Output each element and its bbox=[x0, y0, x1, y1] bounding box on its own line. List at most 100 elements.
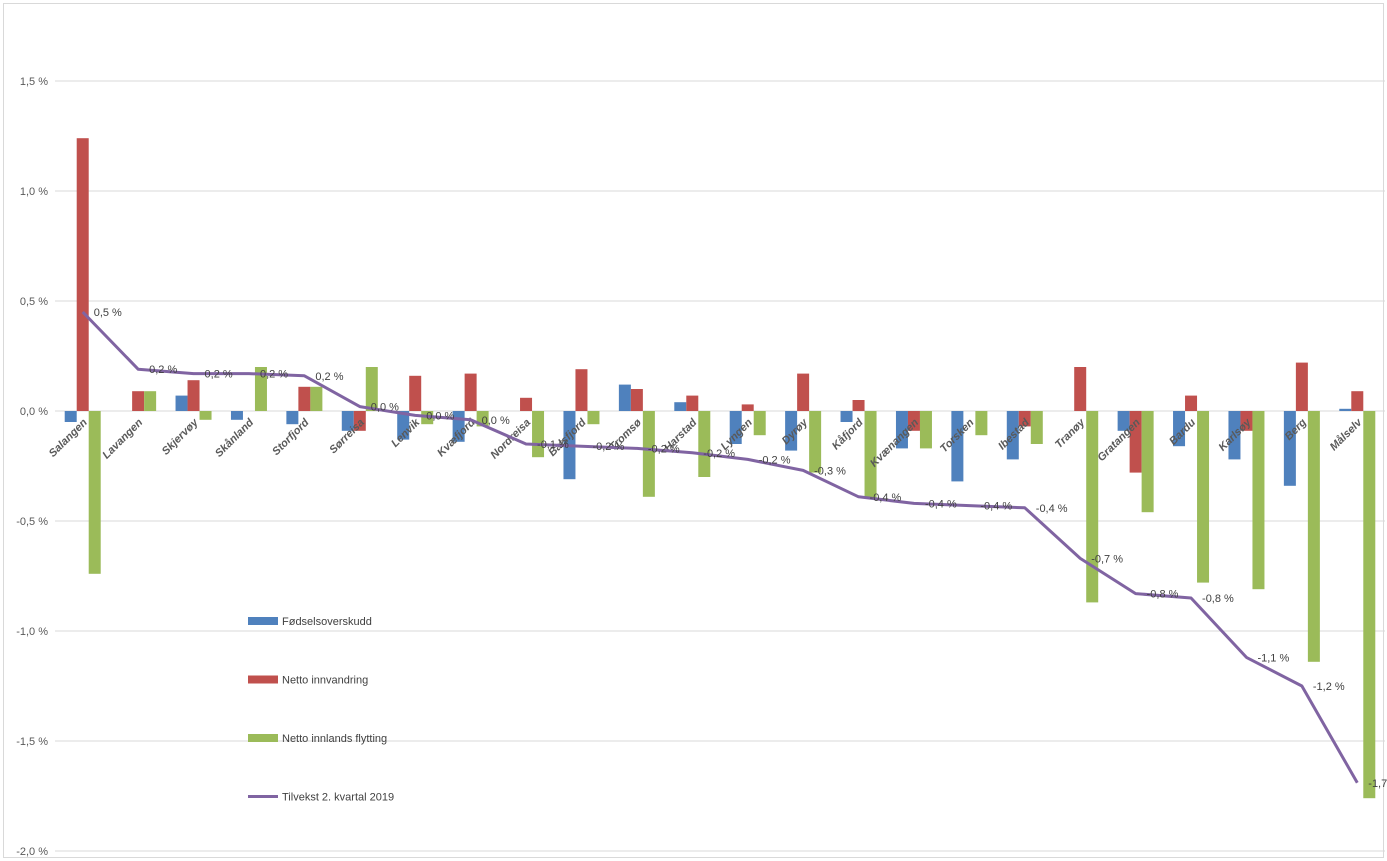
data-label: -0,4 % bbox=[1036, 503, 1068, 515]
bar bbox=[286, 411, 299, 425]
bar bbox=[698, 411, 711, 477]
bar bbox=[686, 395, 699, 411]
tilvekst-line bbox=[81, 310, 1359, 784]
bar bbox=[341, 411, 354, 431]
data-label: -0,2 % bbox=[648, 443, 680, 455]
data-label: -0,4 % bbox=[925, 498, 957, 510]
data-label: -0,2 % bbox=[592, 441, 624, 453]
legend: Fødselsoverskudd Netto innvandring Netto i… bbox=[248, 616, 394, 804]
bar bbox=[630, 389, 643, 411]
legend-swatch bbox=[248, 675, 278, 684]
bar bbox=[397, 411, 410, 440]
data-label: 0,2 % bbox=[149, 364, 177, 376]
data-label: -0,8 % bbox=[1202, 593, 1234, 605]
bar bbox=[1141, 411, 1154, 513]
bar bbox=[1185, 395, 1198, 411]
y-tick-label: -1,5 % bbox=[16, 736, 48, 748]
data-label: 0,0 % bbox=[482, 415, 510, 427]
data-label: -1,1 % bbox=[1257, 652, 1289, 664]
bar bbox=[298, 386, 311, 411]
bar bbox=[951, 411, 964, 482]
bar bbox=[852, 400, 865, 411]
data-label: 0,0 % bbox=[371, 402, 399, 414]
y-tick-label: 1,5 % bbox=[20, 76, 48, 88]
bar bbox=[1018, 411, 1031, 427]
bar bbox=[175, 395, 188, 411]
bar bbox=[199, 411, 212, 420]
bar bbox=[1006, 411, 1019, 460]
data-label: 0,2 % bbox=[205, 369, 233, 381]
data-label: -0,3 % bbox=[814, 465, 846, 477]
bar bbox=[575, 369, 588, 411]
bar bbox=[674, 402, 687, 411]
bar bbox=[1228, 411, 1241, 460]
bar bbox=[254, 367, 267, 411]
legend-label: Netto innlands flytting bbox=[282, 733, 387, 745]
data-label: -0,4 % bbox=[870, 492, 902, 504]
data-label: -0,1 % bbox=[537, 439, 569, 451]
y-tick-label: 0,0 % bbox=[20, 406, 48, 418]
bar bbox=[64, 411, 77, 422]
bar bbox=[1295, 362, 1308, 411]
bar bbox=[409, 375, 422, 411]
bar bbox=[1197, 411, 1210, 583]
bar bbox=[1351, 391, 1364, 411]
legend-label: Tilvekst 2. kvartal 2019 bbox=[282, 792, 394, 804]
bar bbox=[1307, 411, 1320, 662]
y-tick-label: 0,5 % bbox=[20, 296, 48, 308]
bar bbox=[785, 411, 798, 451]
line-series bbox=[81, 310, 1359, 784]
bar bbox=[88, 411, 101, 574]
bar bbox=[187, 380, 200, 411]
y-axis: 1,5 % 1,0 % 0,5 % 0,0 % -0,5 % -1,0 % -1,5 % -2… bbox=[16, 76, 48, 858]
bar bbox=[729, 411, 742, 444]
bar bbox=[1339, 408, 1352, 411]
bar bbox=[809, 411, 822, 473]
y-tick-label: 1,0 % bbox=[20, 186, 48, 198]
bar bbox=[1240, 411, 1253, 431]
y-tick-label: -0,5 % bbox=[16, 516, 48, 528]
y-tick-label: -2,0 % bbox=[16, 846, 48, 858]
bar bbox=[144, 391, 157, 411]
data-label: 0,5 % bbox=[94, 307, 122, 319]
bar bbox=[1074, 367, 1087, 411]
data-label: 0,2 % bbox=[260, 369, 288, 381]
bar bbox=[587, 411, 600, 425]
data-label: -1,7 % bbox=[1368, 778, 1387, 790]
bar bbox=[741, 404, 754, 411]
bar bbox=[840, 411, 853, 422]
data-label: -1,2 % bbox=[1313, 681, 1345, 693]
data-label: 0,2 % bbox=[315, 371, 343, 383]
data-label: -0,4 % bbox=[980, 501, 1012, 513]
bar bbox=[520, 397, 533, 411]
data-label: 0,0 % bbox=[426, 410, 454, 422]
y-tick-label: -1,0 % bbox=[16, 626, 48, 638]
bar bbox=[464, 373, 477, 411]
bar bbox=[907, 411, 920, 431]
bar bbox=[1129, 411, 1142, 473]
bar bbox=[353, 411, 366, 431]
bar bbox=[365, 367, 378, 411]
bar bbox=[895, 411, 908, 449]
data-label: -0,2 % bbox=[703, 448, 735, 460]
legend-swatch bbox=[248, 734, 278, 742]
gridlines bbox=[55, 80, 1385, 852]
bar bbox=[1252, 411, 1265, 590]
bar bbox=[975, 411, 988, 436]
bar bbox=[864, 411, 877, 499]
bar bbox=[230, 411, 243, 420]
data-label: -0,2 % bbox=[759, 454, 791, 466]
bar bbox=[76, 138, 89, 411]
bar bbox=[753, 411, 766, 436]
chart-border bbox=[3, 3, 1384, 858]
bar bbox=[642, 411, 655, 497]
legend-swatch bbox=[248, 617, 278, 625]
bar bbox=[132, 391, 145, 411]
bar bbox=[919, 411, 932, 449]
bar bbox=[310, 386, 323, 411]
legend-label: Fødselsoverskudd bbox=[282, 616, 372, 628]
bar bbox=[1363, 411, 1376, 799]
bar bbox=[1283, 411, 1296, 486]
